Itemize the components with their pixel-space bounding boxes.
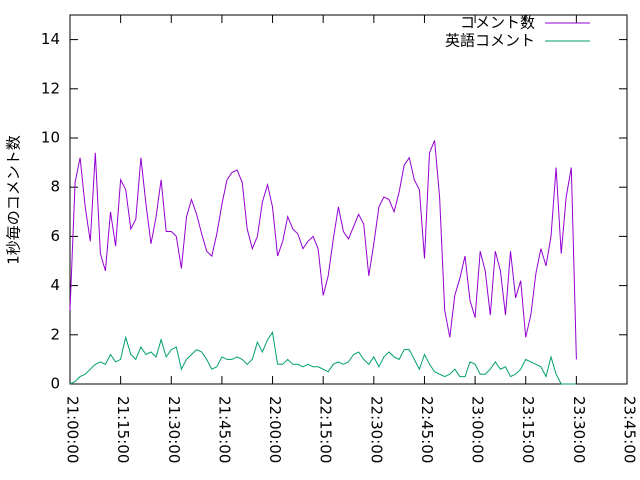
data-line bbox=[69, 140, 577, 360]
x-tick-label: 21:15:00 bbox=[114, 396, 132, 463]
x-tick-label: 21:00:00 bbox=[64, 396, 82, 463]
x-tick-label: 23:15:00 bbox=[519, 396, 537, 463]
x-tick-label: 22:30:00 bbox=[367, 396, 385, 463]
x-tick-label: 21:45:00 bbox=[215, 396, 233, 463]
x-tick-label: 23:45:00 bbox=[621, 396, 639, 463]
y-tick-label: 2 bbox=[50, 325, 60, 343]
data-line bbox=[69, 330, 577, 385]
y-tick-label: 4 bbox=[50, 276, 60, 294]
x-tick-label: 22:00:00 bbox=[266, 396, 284, 463]
y-tick-label: 14 bbox=[41, 30, 60, 48]
x-tick-label: 21:30:00 bbox=[165, 396, 183, 463]
x-tick-label: 22:15:00 bbox=[317, 396, 335, 463]
y-tick-label: 6 bbox=[50, 227, 60, 245]
plot-border bbox=[69, 14, 628, 385]
legend-label: コメント数 bbox=[460, 14, 535, 32]
legend-label: 英語コメント bbox=[445, 32, 535, 50]
y-tick-label: 8 bbox=[50, 178, 60, 196]
y-tick-label: 10 bbox=[41, 129, 60, 147]
x-tick-label: 23:30:00 bbox=[570, 396, 588, 463]
y-axis-label: 1秒毎のコメント数 bbox=[5, 135, 23, 265]
x-tick-label: 22:45:00 bbox=[418, 396, 436, 463]
y-tick-label: 12 bbox=[41, 79, 60, 97]
y-tick-label: 0 bbox=[50, 375, 60, 393]
x-tick-label: 23:00:00 bbox=[469, 396, 487, 463]
